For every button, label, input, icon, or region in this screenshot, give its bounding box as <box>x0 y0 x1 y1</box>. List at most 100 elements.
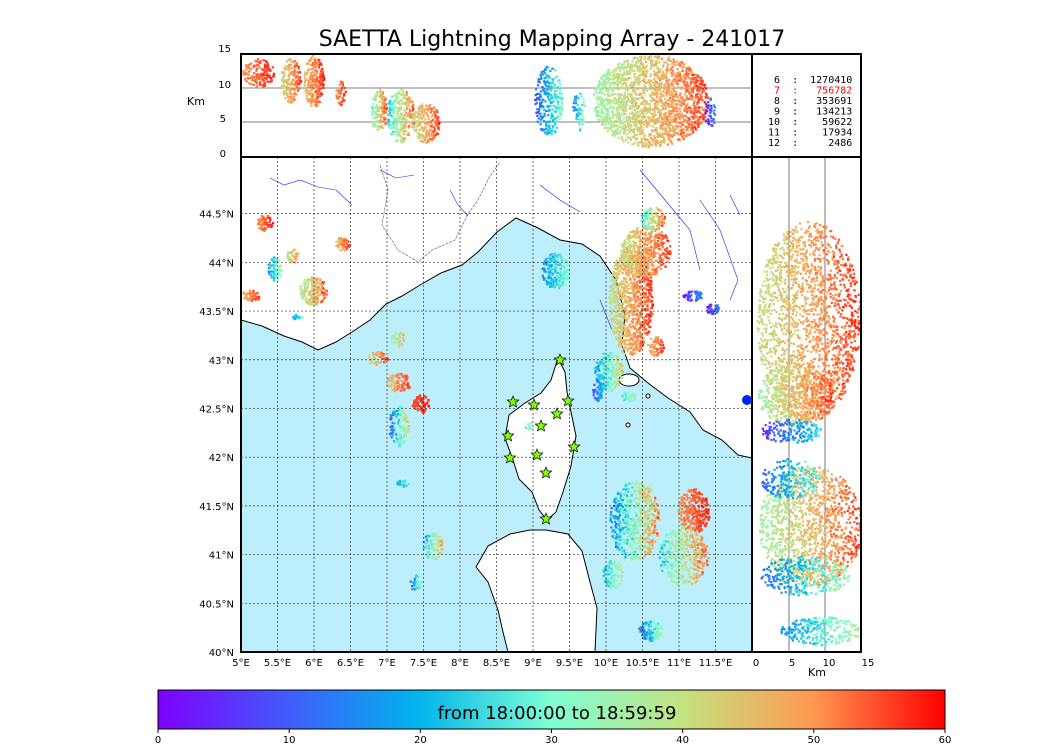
lon-tick-label: 5.5°E <box>264 658 291 669</box>
altitude-row <box>760 555 851 597</box>
colorbar-tick-label: 0 <box>155 735 161 746</box>
lat-tick-label: 43°N <box>209 356 234 367</box>
altitude-count-entry: 12 : 2486 <box>768 138 852 149</box>
lat-tick-label: 44°N <box>209 258 234 269</box>
lon-tick-label: 9°E <box>524 658 542 669</box>
top-panel-scatter <box>242 54 717 149</box>
colorbar-label: from 18:00:00 to 18:59:59 <box>438 703 677 724</box>
storm-cell <box>409 574 424 591</box>
storm-cell <box>602 559 624 589</box>
lon-tick-label: 7°E <box>378 658 396 669</box>
altitude-count-entry: 11 : 17934 <box>768 128 852 139</box>
altitude-column <box>280 58 303 104</box>
sardinia-island <box>475 529 598 652</box>
small-island <box>625 422 631 428</box>
altitude-column <box>534 66 564 136</box>
altitude-count-entry: 9 : 134213 <box>768 107 852 118</box>
top-y-tick-0: 0 <box>220 149 226 160</box>
storm-cell <box>386 372 411 393</box>
altitude-column <box>704 97 717 127</box>
altitude-column <box>386 88 416 144</box>
top-y-unit: Km <box>187 95 205 108</box>
lon-tick-label: 10.5°E <box>626 658 660 669</box>
storm-cell <box>335 236 351 252</box>
colorbar-gradient <box>157 689 946 730</box>
storm-cell <box>594 351 624 393</box>
storm-cell <box>638 620 664 642</box>
altitude-column <box>242 58 275 88</box>
storm-cell <box>390 331 406 348</box>
storm-cell <box>677 488 711 533</box>
longitude-tick-labels: 5°E 5.5°E 6°E 6.5°E 7°E 7.5°E 8°E 8.5°E 9°E 9.5°E… <box>232 658 732 669</box>
storm-cell <box>292 313 304 321</box>
altitude-count-entry: 6 : 1270410 <box>768 75 852 86</box>
altitude-column <box>592 54 710 149</box>
lat-tick-label: 40°N <box>209 648 234 659</box>
lat-tick-label: 42.5°N <box>199 404 234 415</box>
storm-cell <box>658 525 710 586</box>
right-x-tick-10: 10 <box>823 658 836 669</box>
station-star-icon <box>501 429 515 442</box>
colorbar-tick-label: 20 <box>414 735 427 746</box>
storm-cell <box>396 479 410 488</box>
figure-title: SAETTA Lightning Mapping Array - 241017 <box>319 27 786 52</box>
station-star-icon <box>534 419 548 432</box>
border-lines <box>379 161 501 263</box>
mainland-land <box>241 157 752 459</box>
altitude-column <box>572 92 586 132</box>
colorbar-tick-label: 60 <box>939 735 952 746</box>
altitude-column <box>303 54 326 108</box>
storm-cell <box>541 252 570 290</box>
altitude-row <box>761 458 822 499</box>
storm-cell <box>411 394 431 414</box>
panel-marker <box>742 395 752 405</box>
storm-cell <box>682 290 703 302</box>
station-star-icon <box>550 407 564 420</box>
lat-tick-label: 41.5°N <box>199 502 234 513</box>
lon-tick-label: 7.5°E <box>410 658 437 669</box>
station-star-icon <box>539 466 553 479</box>
altitude-count-legend: 6 : 1270410 7 : 756782 8 : 353691 9 : 13… <box>751 53 862 158</box>
lat-tick-label: 41°N <box>209 551 234 562</box>
lon-tick-label: 11°E <box>667 658 691 669</box>
storm-cell <box>422 532 444 561</box>
altitude-count-entry: 8 : 353691 <box>768 96 852 107</box>
top-y-tick-5: 5 <box>220 114 226 125</box>
colorbar-tick-label: 30 <box>545 735 558 746</box>
altitude-row <box>761 418 822 444</box>
colorbar-ticks: 0 10 20 30 40 50 60 <box>155 729 952 746</box>
station-star-icon <box>530 448 544 461</box>
colorbar-tick-label: 10 <box>283 735 296 746</box>
station-star-icon <box>567 440 581 453</box>
time-colorbar: from 18:00:00 to 18:59:59 0 10 20 30 40 50 60 <box>155 689 952 746</box>
lon-tick-label: 9.5°E <box>556 658 583 669</box>
small-island <box>645 393 651 399</box>
storm-cell <box>367 351 389 366</box>
altitude-count-entry: 7 : 756782 <box>768 86 852 97</box>
lma-stations <box>501 353 581 525</box>
top-y-tick-15: 15 <box>218 44 231 55</box>
colorbar-tick-label: 40 <box>676 735 689 746</box>
right-x-unit: Km <box>808 666 826 679</box>
right-x-tick-15: 15 <box>862 658 875 669</box>
map-panel: 5°E 5.5°E 6°E 6.5°E 7°E 7.5°E 8°E 8.5°E 9°E 9.5°E… <box>199 156 753 669</box>
storm-cell <box>389 405 410 448</box>
station-star-icon <box>527 398 541 411</box>
right-altitude-panel: 0 5 10 15 Km <box>751 156 875 679</box>
lon-tick-label: 10°E <box>594 658 618 669</box>
lon-tick-label: 8°E <box>451 658 469 669</box>
lon-tick-label: 6°E <box>305 658 323 669</box>
lon-tick-label: 11.5°E <box>699 658 733 669</box>
top-altitude-panel: 15 10 5 0 Km <box>187 44 753 160</box>
latitude-tick-labels: 44.5°N 44°N 43.5°N 43°N 42.5°N 42°N 41.5°N 41°N… <box>199 210 234 659</box>
right-panel-scatter <box>756 220 861 647</box>
altitude-column <box>335 80 347 107</box>
top-y-tick-10: 10 <box>218 80 231 91</box>
lon-tick-label: 6.5°E <box>337 658 364 669</box>
storm-cell <box>592 380 604 403</box>
lat-tick-label: 43.5°N <box>199 307 234 318</box>
storm-cell <box>286 248 300 264</box>
storm-cell <box>267 256 283 282</box>
lat-tick-label: 40.5°N <box>199 599 234 610</box>
